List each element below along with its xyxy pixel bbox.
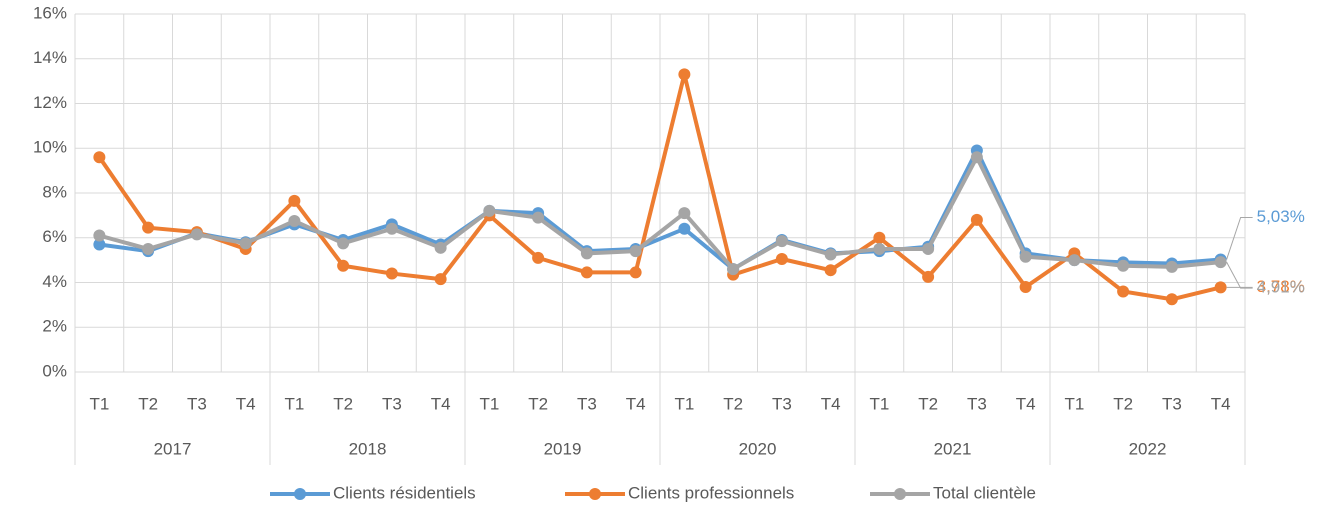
x-tick-label: T2 bbox=[138, 394, 158, 413]
series-marker bbox=[93, 229, 106, 242]
legend-marker bbox=[294, 488, 306, 500]
series-marker bbox=[337, 259, 350, 272]
legend-marker bbox=[589, 488, 601, 500]
series-marker bbox=[775, 235, 788, 248]
series-marker bbox=[970, 213, 983, 226]
leader-line bbox=[1226, 216, 1253, 260]
series-marker bbox=[483, 204, 496, 217]
x-group-label: 2017 bbox=[154, 439, 192, 458]
series-marker bbox=[678, 207, 691, 220]
x-group-label: 2020 bbox=[739, 439, 777, 458]
x-tick-label: T2 bbox=[528, 394, 548, 413]
series-marker bbox=[142, 221, 155, 234]
y-tick-label: 12% bbox=[33, 93, 67, 112]
legend-label: Clients résidentiels bbox=[333, 483, 476, 502]
x-tick-label: T2 bbox=[333, 394, 353, 413]
series-marker bbox=[1214, 256, 1227, 269]
x-tick-label: T1 bbox=[89, 394, 109, 413]
series-marker bbox=[629, 266, 642, 279]
series-marker bbox=[532, 211, 545, 224]
x-tick-label: T3 bbox=[577, 394, 597, 413]
series-marker bbox=[970, 151, 983, 164]
x-tick-label: T1 bbox=[479, 394, 499, 413]
x-tick-label: T2 bbox=[918, 394, 938, 413]
x-tick-label: T2 bbox=[723, 394, 743, 413]
series-marker bbox=[385, 267, 398, 280]
series-marker bbox=[434, 241, 447, 254]
series-line bbox=[99, 148, 1221, 272]
series-line bbox=[97, 72, 1222, 302]
leader-line bbox=[1226, 261, 1253, 289]
series-marker bbox=[727, 263, 740, 276]
x-tick-label: T1 bbox=[674, 394, 694, 413]
series-marker bbox=[580, 247, 593, 260]
series-marker bbox=[1117, 259, 1130, 272]
legend-label: Clients professionnels bbox=[628, 483, 794, 502]
x-tick-label: T3 bbox=[1162, 394, 1182, 413]
x-tick-label: T1 bbox=[1064, 394, 1084, 413]
x-tick-label: T4 bbox=[431, 394, 451, 413]
series-marker bbox=[678, 68, 691, 81]
series-marker bbox=[1068, 254, 1081, 267]
y-tick-label: 6% bbox=[42, 227, 67, 246]
series-marker bbox=[1117, 285, 1130, 298]
x-group-label: 2019 bbox=[544, 439, 582, 458]
series-marker bbox=[678, 222, 691, 235]
y-tick-label: 2% bbox=[42, 317, 67, 336]
series-marker bbox=[93, 238, 106, 251]
series-marker bbox=[434, 273, 447, 286]
series-marker bbox=[873, 242, 886, 255]
x-tick-label: T3 bbox=[382, 394, 402, 413]
series-marker bbox=[337, 237, 350, 250]
x-tick-label: T3 bbox=[187, 394, 207, 413]
series-marker bbox=[629, 245, 642, 258]
data-label: 4,91% bbox=[1257, 278, 1305, 297]
y-tick-label: 14% bbox=[33, 48, 67, 67]
x-tick-label: T4 bbox=[821, 394, 841, 413]
series-marker bbox=[1214, 281, 1227, 294]
legend-marker bbox=[894, 488, 906, 500]
x-tick-label: T3 bbox=[772, 394, 792, 413]
x-tick-label: T3 bbox=[967, 394, 987, 413]
data-label: 5,03% bbox=[1257, 207, 1305, 226]
series-marker bbox=[922, 242, 935, 255]
series-marker bbox=[1019, 250, 1032, 263]
series-marker bbox=[873, 231, 886, 244]
series-marker bbox=[190, 228, 203, 241]
series-marker bbox=[288, 194, 301, 207]
series-marker bbox=[93, 151, 106, 164]
series-marker bbox=[775, 253, 788, 266]
series-marker bbox=[142, 242, 155, 255]
x-group-label: 2018 bbox=[349, 439, 387, 458]
x-tick-label: T4 bbox=[626, 394, 646, 413]
series-marker bbox=[1165, 260, 1178, 273]
x-tick-label: T1 bbox=[284, 394, 304, 413]
series-marker bbox=[1165, 293, 1178, 306]
series-marker bbox=[532, 251, 545, 264]
y-tick-label: 16% bbox=[33, 3, 67, 22]
x-tick-label: T4 bbox=[1016, 394, 1036, 413]
x-tick-label: T4 bbox=[236, 394, 256, 413]
legend-label: Total clientèle bbox=[933, 483, 1036, 502]
series-line bbox=[98, 155, 1221, 272]
series-marker bbox=[922, 270, 935, 283]
y-tick-label: 4% bbox=[42, 272, 67, 291]
series-marker bbox=[239, 237, 252, 250]
series-marker bbox=[385, 222, 398, 235]
y-tick-label: 10% bbox=[33, 138, 67, 157]
x-tick-label: T1 bbox=[869, 394, 889, 413]
series-marker bbox=[824, 248, 837, 261]
series-marker bbox=[288, 214, 301, 227]
x-group-label: 2022 bbox=[1129, 439, 1167, 458]
data-label: 3,78% bbox=[1257, 277, 1305, 296]
series-marker bbox=[824, 264, 837, 277]
y-tick-label: 8% bbox=[42, 182, 67, 201]
x-tick-label: T2 bbox=[1113, 394, 1133, 413]
series-marker bbox=[580, 266, 593, 279]
y-tick-label: 0% bbox=[42, 361, 67, 380]
series-marker bbox=[1019, 280, 1032, 293]
x-group-label: 2021 bbox=[934, 439, 972, 458]
x-tick-label: T4 bbox=[1211, 394, 1231, 413]
